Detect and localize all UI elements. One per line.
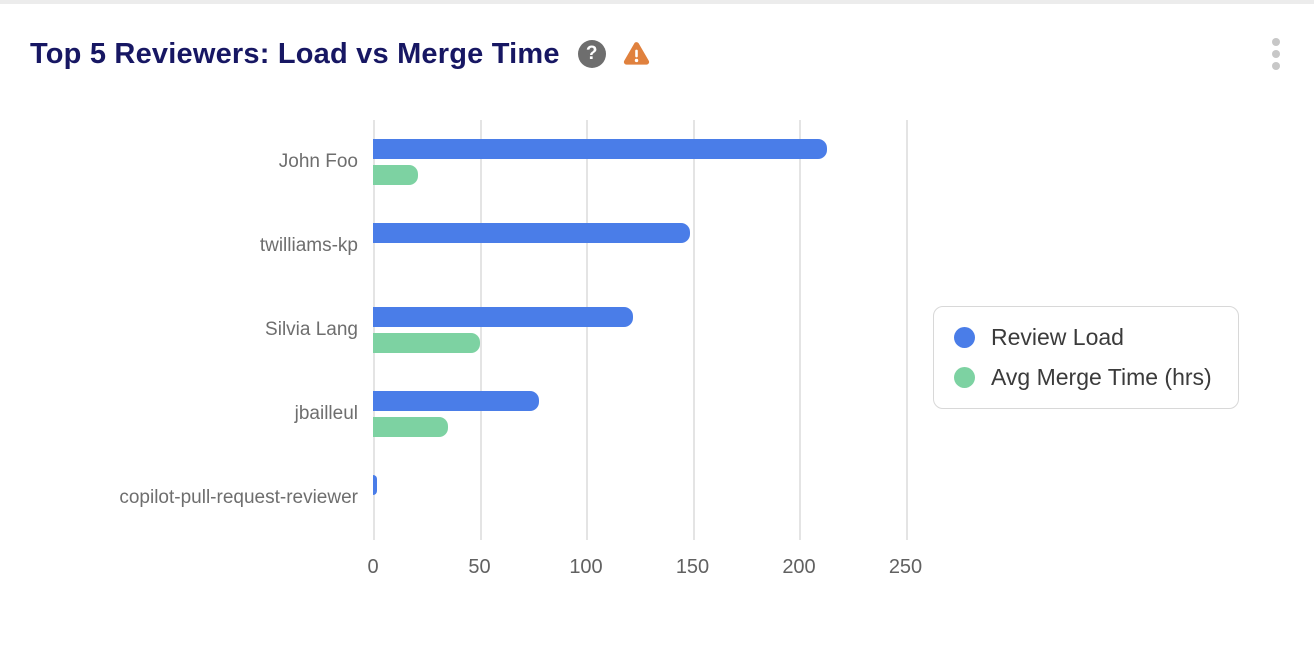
card-top-border <box>0 0 1314 4</box>
gridline <box>799 120 801 540</box>
x-tick-label: 250 <box>888 556 923 578</box>
category-label: John Foo <box>278 151 358 172</box>
x-axis: 0 50 100 150 200 250 <box>30 556 933 602</box>
bar-group <box>373 139 933 185</box>
chart-row: Silvia Lang <box>30 288 933 372</box>
x-tick-label: 50 <box>468 556 491 578</box>
kebab-menu-icon[interactable] <box>1266 34 1286 74</box>
avg-merge-time-swatch-icon <box>954 367 975 388</box>
legend-item-review-load[interactable]: Review Load <box>954 324 1212 351</box>
chart-row: jbailleul <box>30 372 933 456</box>
warning-triangle-icon[interactable] <box>621 39 652 70</box>
gridline <box>479 120 482 540</box>
bar-review-load[interactable] <box>373 139 827 159</box>
bar-group <box>373 307 933 353</box>
bar-group <box>373 223 933 269</box>
gridline <box>692 120 695 540</box>
legend-item-avg-merge-time[interactable]: Avg Merge Time (hrs) <box>954 364 1212 391</box>
bar-group <box>373 475 933 521</box>
menu-dot <box>1272 62 1280 70</box>
bar-avg-merge-time-hrs[interactable] <box>373 417 448 437</box>
menu-dot <box>1272 50 1280 58</box>
category-label: twilliams-kp <box>259 235 358 256</box>
chart-row: copilot-pull-request-reviewer <box>30 456 933 540</box>
category-label: Silvia Lang <box>265 319 358 340</box>
legend-area: Review Load Avg Merge Time (hrs) <box>933 120 1314 602</box>
review-load-swatch-icon <box>954 327 975 348</box>
empty-bar-slot <box>373 249 933 269</box>
chart-rows: John Foo twilliams-kp Silvia Lang jbailleul… <box>30 120 933 540</box>
chart-card-body: John Foo twilliams-kp Silvia Lang jbailleul… <box>0 120 1314 602</box>
legend-label: Avg Merge Time (hrs) <box>991 364 1212 390</box>
page-title: Top 5 Reviewers: Load vs Merge Time <box>30 37 560 70</box>
bar-avg-merge-time-hrs[interactable] <box>373 333 480 353</box>
x-tick-label: 200 <box>782 556 816 578</box>
gridline <box>373 120 375 540</box>
empty-bar-slot <box>373 501 933 521</box>
category-label: copilot-pull-request-reviewer <box>119 487 358 508</box>
bar-review-load[interactable] <box>373 475 378 495</box>
bar-review-load[interactable] <box>373 307 633 327</box>
bar-chart: John Foo twilliams-kp Silvia Lang jbailleul… <box>30 120 933 602</box>
x-tick-label: 150 <box>675 556 710 578</box>
bar-avg-merge-time-hrs[interactable] <box>373 165 418 185</box>
chart-row: John Foo <box>30 120 933 204</box>
bar-review-load[interactable] <box>373 223 691 243</box>
x-tick-label: 0 <box>367 556 379 578</box>
grid-layer <box>373 120 933 540</box>
menu-dot <box>1272 38 1280 46</box>
x-tick-label: 100 <box>569 556 603 578</box>
card-header: Top 5 Reviewers: Load vs Merge Time ? <box>0 4 1314 74</box>
bar-group <box>373 391 933 437</box>
question-mark-icon[interactable]: ? <box>577 40 606 68</box>
gridline <box>905 120 908 540</box>
legend-label: Review Load <box>991 324 1124 350</box>
legend: Review Load Avg Merge Time (hrs) <box>933 306 1239 409</box>
category-label: jbailleul <box>294 403 358 424</box>
chart-row: twilliams-kp <box>30 204 933 288</box>
gridline <box>586 120 588 540</box>
bar-review-load[interactable] <box>373 391 540 411</box>
